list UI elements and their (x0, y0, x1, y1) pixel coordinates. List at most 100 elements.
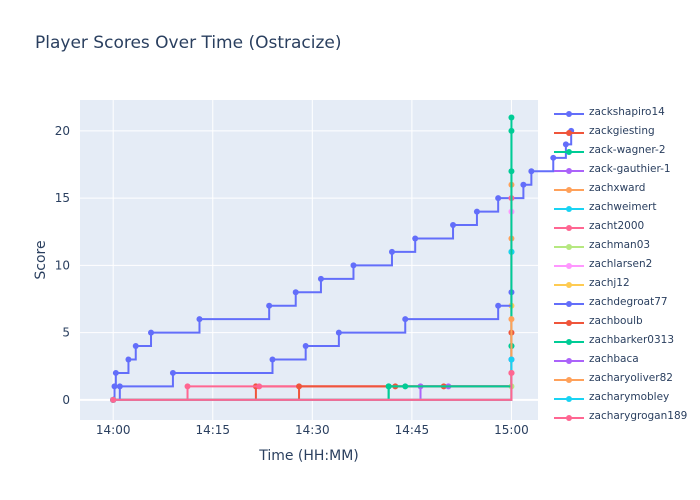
legend-item[interactable]: zachj12 (552, 275, 700, 294)
data-point (508, 316, 515, 323)
legend: zackshapiro14 zackgiesting zack-wagner-2 za… (552, 104, 700, 422)
data-point (528, 168, 535, 175)
data-point (508, 369, 515, 376)
legend-swatch (554, 111, 584, 117)
legend-item[interactable]: zack-wagner-2 (552, 142, 700, 161)
y-tick-label: 5 (62, 326, 70, 340)
legend-item[interactable]: zachxward (552, 180, 700, 199)
legend-item[interactable]: zachlarsen2 (552, 256, 700, 275)
y-tick-label: 20 (55, 124, 70, 138)
series-zacharygrogan189 (110, 369, 515, 403)
legend-item[interactable]: zack-gauthier-1 (552, 161, 700, 180)
legend-label: zachbarker0313 (589, 334, 674, 346)
legend-swatch (554, 168, 584, 174)
legend-label: zacht2000 (589, 220, 645, 232)
legend-swatch (554, 320, 584, 326)
x-tick-label: 14:15 (195, 423, 230, 437)
legend-item[interactable]: zacharygrogan189 (552, 408, 700, 422)
data-point (292, 289, 299, 296)
data-point (296, 383, 303, 390)
data-point (388, 248, 395, 255)
legend-swatch (554, 149, 584, 155)
legend-item[interactable]: zacharyoliver82 (552, 370, 700, 389)
series-line (113, 372, 513, 401)
legend-item[interactable]: zachbarker0313 (552, 332, 700, 351)
legend-swatch (554, 415, 584, 421)
data-point (111, 383, 118, 390)
data-point (148, 329, 155, 336)
legend-item[interactable]: zachweimert (552, 199, 700, 218)
x-tick-label: 14:45 (395, 423, 430, 437)
legend-swatch (554, 282, 584, 288)
series-layer (110, 114, 575, 403)
legend-swatch (554, 225, 584, 231)
data-point (495, 195, 502, 202)
data-point (385, 383, 392, 390)
data-point (473, 208, 480, 215)
legend-item[interactable]: zackgiesting (552, 123, 700, 142)
x-tick-label: 14:00 (96, 423, 131, 437)
data-point (335, 329, 342, 336)
data-point (402, 316, 409, 323)
legend-label: zachlarsen2 (589, 258, 653, 270)
data-point (125, 356, 132, 363)
legend-label: zackgiesting (589, 125, 655, 137)
data-point (495, 302, 502, 309)
data-point (508, 356, 515, 363)
legend-label: zachboulb (589, 315, 643, 327)
legend-item[interactable]: zacht2000 (552, 218, 700, 237)
legend-label: zack-wagner-2 (589, 144, 666, 156)
data-point (317, 275, 324, 282)
plot-area-background (80, 100, 538, 420)
legend-swatch (554, 244, 584, 250)
legend-item[interactable]: zachdegroat77 (552, 294, 700, 313)
legend-swatch (554, 130, 584, 136)
data-point (184, 383, 191, 390)
data-point (196, 316, 203, 323)
data-point (269, 356, 276, 363)
legend-label: zachdegroat77 (589, 296, 668, 308)
data-point (302, 343, 309, 350)
chart-title: Player Scores Over Time (Ostracize) (35, 33, 342, 53)
y-tick-label: 15 (55, 191, 70, 205)
legend-label: zackshapiro14 (589, 106, 665, 118)
y-axis-title: Score (33, 240, 49, 279)
data-point (266, 302, 273, 309)
legend-swatch (554, 301, 584, 307)
x-tick-label: 15:00 (494, 423, 529, 437)
data-point (116, 383, 123, 390)
data-point (402, 383, 409, 390)
data-point (562, 141, 569, 148)
data-point (132, 343, 139, 350)
legend-label: zachxward (589, 182, 646, 194)
legend-label: zachman03 (589, 239, 651, 251)
legend-label: zacharygrogan189 (589, 410, 688, 422)
data-point (110, 396, 117, 403)
legend-item[interactable]: zackshapiro14 (552, 104, 700, 123)
data-point (550, 154, 557, 161)
legend-swatch (554, 358, 584, 364)
data-point (350, 262, 357, 269)
data-point (412, 235, 419, 242)
legend-label: zacharyoliver82 (589, 372, 673, 384)
x-axis-title: Time (HH:MM) (258, 448, 359, 464)
axis-ticks: 0 5 10 15 20 14:00 14:15 14:30 14:45 15:00 (55, 124, 529, 437)
legend-label: zachbaca (589, 353, 639, 365)
y-tick-label: 0 (62, 393, 70, 407)
data-point (112, 369, 119, 376)
legend-item[interactable]: zacharymobley (552, 389, 700, 408)
legend-swatch (554, 187, 584, 193)
legend-item[interactable]: zachboulb (552, 313, 700, 332)
legend-item[interactable]: zachbaca (552, 351, 700, 370)
legend-swatch (554, 339, 584, 345)
legend-item[interactable]: zachman03 (552, 237, 700, 256)
data-point (508, 127, 515, 134)
legend-label: zack-gauthier-1 (589, 163, 671, 175)
legend-swatch (554, 396, 584, 402)
data-point (256, 383, 263, 390)
data-point (450, 222, 457, 229)
x-tick-label: 14:30 (295, 423, 330, 437)
legend-swatch (554, 263, 584, 269)
